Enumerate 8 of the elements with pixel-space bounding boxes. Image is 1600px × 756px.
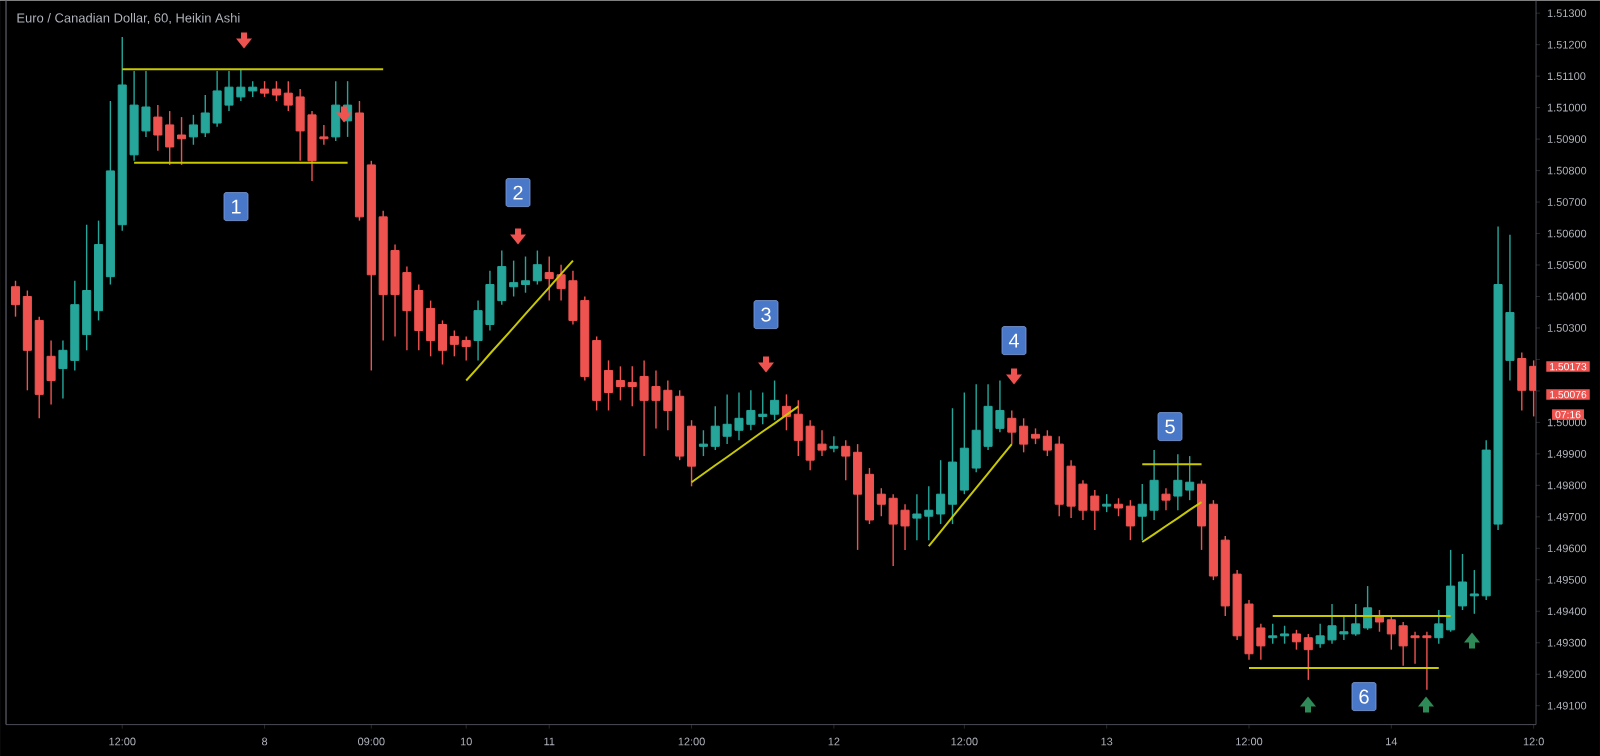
candlestick [829, 435, 839, 453]
annotation: 5 [1165, 419, 1175, 434]
annotation: 3 [761, 307, 771, 322]
annotation: 4 [1008, 333, 1019, 348]
annotation: 6 [1359, 689, 1369, 704]
candlestick [1161, 487, 1171, 511]
annotation: 1 [232, 199, 241, 214]
annotation: 2 [513, 185, 523, 200]
